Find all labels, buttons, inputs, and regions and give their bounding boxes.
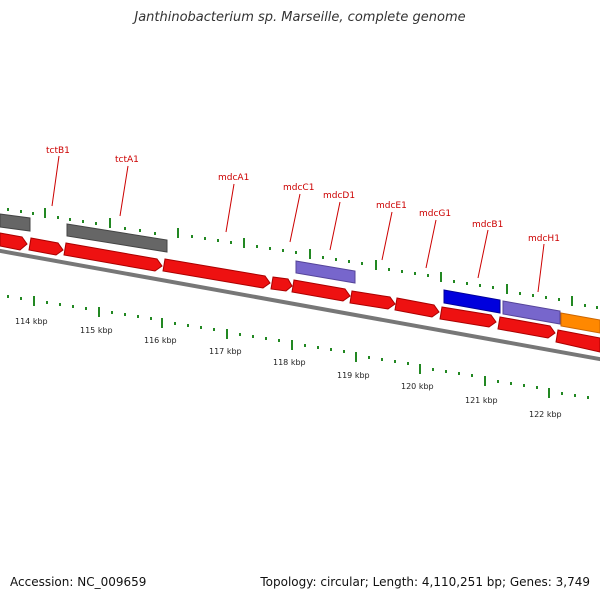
lower-ticks <box>7 295 589 399</box>
orange-gene[interactable] <box>560 312 600 334</box>
scale-label: 117 kbp <box>209 347 242 356</box>
grey-gene[interactable] <box>0 213 31 232</box>
genome-backbone <box>0 248 600 362</box>
gene-label-mdcG1[interactable]: mdcG1 <box>419 209 451 219</box>
purple-gene[interactable] <box>295 260 356 284</box>
map-title: Janthinobacterium sp. Marseille, complet… <box>134 10 466 25</box>
scale-label: 118 kbp <box>273 358 306 367</box>
gene-arrow[interactable] <box>439 306 497 328</box>
feature-blocks <box>0 213 600 334</box>
gene-label-mdcA1[interactable]: mdcA1 <box>218 173 249 183</box>
scale-label: 122 kbp <box>529 410 562 419</box>
gene-arrow[interactable] <box>394 297 440 318</box>
gene-labels: tctB1 tctA1 mdcA1 mdcC1 mdcD1 mdcE1 mdcG… <box>46 146 560 244</box>
scale-label: 116 kbp <box>144 336 177 345</box>
gene-label-mdcD1[interactable]: mdcD1 <box>323 191 355 201</box>
gene-arrow[interactable] <box>349 290 396 310</box>
gene-arrow[interactable] <box>162 258 271 289</box>
scale-label: 120 kbp <box>401 382 434 391</box>
genome-summary-text: Topology: circular; Length: 4,110,251 bp… <box>260 575 590 589</box>
gene-arrow[interactable] <box>555 329 600 353</box>
gene-label-mdcC1[interactable]: mdcC1 <box>283 183 314 193</box>
scale-labels: 114 kbp 115 kbp 116 kbp 117 kbp 118 kbp … <box>15 317 562 419</box>
gene-label-mdcE1[interactable]: mdcE1 <box>376 201 407 211</box>
gene-label-tctB1[interactable]: tctB1 <box>46 146 70 156</box>
gene-arrow[interactable] <box>291 279 351 302</box>
purple-gene[interactable] <box>502 300 561 325</box>
gene-arrow[interactable] <box>28 237 64 256</box>
gene-label-tctA1[interactable]: tctA1 <box>115 155 139 165</box>
scale-label: 114 kbp <box>15 317 48 326</box>
gene-arrow[interactable] <box>497 316 556 339</box>
gene-label-mdcH1[interactable]: mdcH1 <box>528 234 560 244</box>
gene-label-mdcB1[interactable]: mdcB1 <box>472 220 503 230</box>
forward-genes <box>0 232 600 353</box>
upper-ticks <box>7 208 598 309</box>
gene-label-leaders <box>51 155 545 293</box>
grey-gene[interactable] <box>66 223 168 253</box>
blue-gene[interactable] <box>443 289 501 314</box>
scale-label: 115 kbp <box>80 326 113 335</box>
gene-arrow[interactable] <box>0 232 28 251</box>
scale-label: 121 kbp <box>465 396 498 405</box>
accession-text: Accession: NC_009659 <box>10 575 147 589</box>
gene-arrow[interactable] <box>63 242 163 272</box>
gene-arrow[interactable] <box>270 276 293 292</box>
scale-label: 119 kbp <box>337 371 370 380</box>
